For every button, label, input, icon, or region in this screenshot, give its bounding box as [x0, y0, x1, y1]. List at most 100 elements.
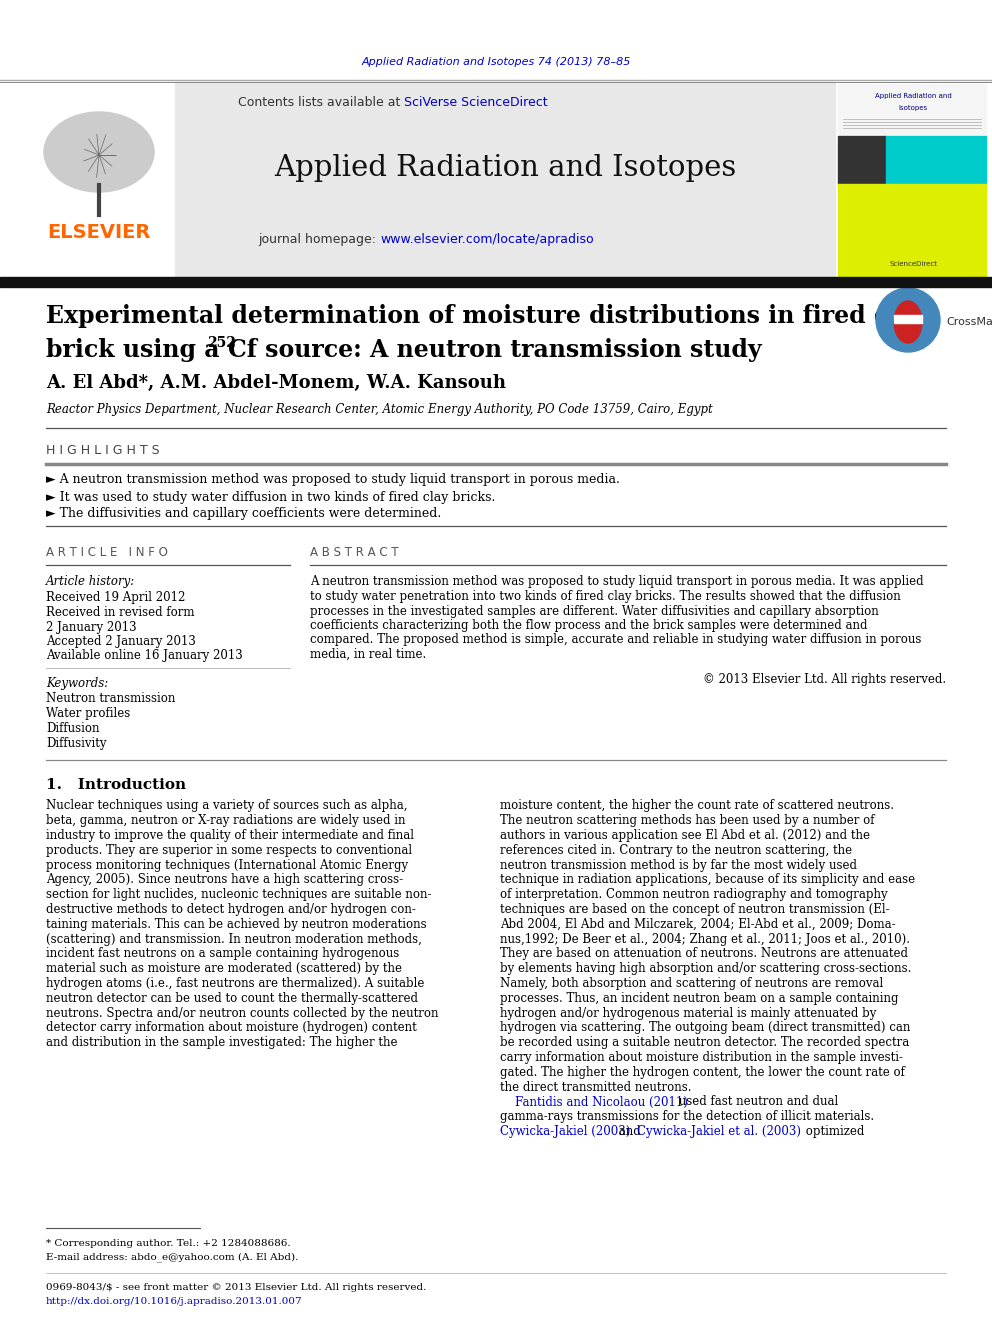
Text: process monitoring techniques (International Atomic Energy: process monitoring techniques (Internati…	[46, 859, 408, 872]
Text: material such as moisture are moderated (scattered) by the: material such as moisture are moderated …	[46, 962, 402, 975]
Text: media, in real time.: media, in real time.	[310, 648, 427, 662]
Text: hydrogen atoms (i.e., fast neutrons are thermalized). A suitable: hydrogen atoms (i.e., fast neutrons are …	[46, 978, 425, 990]
Text: (scattering) and transmission. In neutron moderation methods,: (scattering) and transmission. In neutro…	[46, 933, 422, 946]
Text: industry to improve the quality of their intermediate and final: industry to improve the quality of their…	[46, 830, 414, 843]
Text: The neutron scattering methods has been used by a number of: The neutron scattering methods has been …	[500, 814, 875, 827]
Text: SciVerse ScienceDirect: SciVerse ScienceDirect	[404, 97, 548, 110]
Text: incident fast neutrons on a sample containing hydrogenous: incident fast neutrons on a sample conta…	[46, 947, 399, 960]
Text: A R T I C L E   I N F O: A R T I C L E I N F O	[46, 545, 168, 558]
Text: Diffusivity: Diffusivity	[46, 737, 106, 750]
Text: 1.   Introduction: 1. Introduction	[46, 778, 186, 792]
Text: compared. The proposed method is simple, accurate and reliable in studying water: compared. The proposed method is simple,…	[310, 634, 922, 647]
Text: Applied Radiation and: Applied Radiation and	[875, 93, 951, 99]
Text: carry information about moisture distribution in the sample investi-: carry information about moisture distrib…	[500, 1050, 903, 1064]
Text: neutron transmission method is by far the most widely used: neutron transmission method is by far th…	[500, 859, 857, 872]
Text: Fantidis and Nicolaou (2011): Fantidis and Nicolaou (2011)	[500, 1095, 687, 1109]
Text: hydrogen via scattering. The outgoing beam (direct transmitted) can: hydrogen via scattering. The outgoing be…	[500, 1021, 911, 1035]
Text: Received in revised form: Received in revised form	[46, 606, 194, 619]
Bar	[838, 136, 886, 184]
Text: Abd 2004, El Abd and Milczarek, 2004; El-Abd et al., 2009; Doma-: Abd 2004, El Abd and Milczarek, 2004; El…	[500, 918, 896, 931]
Text: ELSEVIER: ELSEVIER	[48, 222, 151, 242]
Text: ► A neutron transmission method was proposed to study liquid transport in porous: ► A neutron transmission method was prop…	[46, 474, 620, 487]
Bar	[30, 90, 168, 220]
Bar	[894, 315, 922, 323]
Text: neutrons. Spectra and/or neutron counts collected by the neutron: neutrons. Spectra and/or neutron counts …	[46, 1007, 438, 1020]
Text: detector carry information about moisture (hydrogen) content: detector carry information about moistur…	[46, 1021, 417, 1035]
Text: Cf source: A neutron transmission study: Cf source: A neutron transmission study	[228, 337, 762, 363]
Text: Namely, both absorption and scattering of neutrons are removal: Namely, both absorption and scattering o…	[500, 978, 883, 990]
Bar	[838, 184, 986, 277]
Text: ► It was used to study water diffusion in two kinds of fired clay bricks.: ► It was used to study water diffusion i…	[46, 491, 495, 504]
Text: coefficients characterizing both the flow process and the brick samples were det: coefficients characterizing both the flo…	[310, 619, 867, 632]
Text: Applied Radiation and Isotopes 74 (2013) 78–85: Applied Radiation and Isotopes 74 (2013)…	[361, 57, 631, 67]
Bar	[175, 82, 835, 277]
Text: Experimental determination of moisture distributions in fired clay: Experimental determination of moisture d…	[46, 304, 927, 328]
Text: Water profiles: Water profiles	[46, 706, 130, 720]
Text: brick using a: brick using a	[46, 337, 228, 363]
Text: be recorded using a suitable neutron detector. The recorded spectra: be recorded using a suitable neutron det…	[500, 1036, 910, 1049]
Bar	[838, 83, 986, 277]
Text: gamma-rays transmissions for the detection of illicit materials.: gamma-rays transmissions for the detecti…	[500, 1110, 874, 1123]
Text: moisture content, the higher the count rate of scattered neutrons.: moisture content, the higher the count r…	[500, 799, 894, 812]
Ellipse shape	[44, 112, 154, 192]
Text: techniques are based on the concept of neutron transmission (El-: techniques are based on the concept of n…	[500, 904, 890, 916]
Text: Article history:: Article history:	[46, 576, 135, 589]
Text: Reactor Physics Department, Nuclear Research Center, Atomic Energy Authority, PO: Reactor Physics Department, Nuclear Rese…	[46, 404, 712, 417]
Text: and distribution in the sample investigated: The higher the: and distribution in the sample investiga…	[46, 1036, 398, 1049]
Text: neutron detector can be used to count the thermally-scattered: neutron detector can be used to count th…	[46, 992, 418, 1005]
Text: A. El Abd*, A.M. Abdel-Monem, W.A. Kansouh: A. El Abd*, A.M. Abdel-Monem, W.A. Kanso…	[46, 374, 506, 392]
Text: Accepted 2 January 2013: Accepted 2 January 2013	[46, 635, 195, 647]
Text: Contents lists available at: Contents lists available at	[238, 97, 404, 110]
Text: section for light nuclides, nucleonic techniques are suitable non-: section for light nuclides, nucleonic te…	[46, 888, 432, 901]
Text: products. They are superior in some respects to conventional: products. They are superior in some resp…	[46, 844, 412, 857]
Text: Isotopes: Isotopes	[899, 105, 928, 111]
Text: 0969-8043/$ - see front matter © 2013 Elsevier Ltd. All rights reserved.: 0969-8043/$ - see front matter © 2013 El…	[46, 1282, 427, 1291]
Text: Neutron transmission: Neutron transmission	[46, 692, 176, 705]
Text: 2 January 2013: 2 January 2013	[46, 620, 137, 634]
Text: processes. Thus, an incident neutron beam on a sample containing: processes. Thus, an incident neutron bea…	[500, 992, 899, 1005]
Text: CrossMark: CrossMark	[946, 318, 992, 327]
Text: authors in various application see El Abd et al. (2012) and the: authors in various application see El Ab…	[500, 830, 870, 843]
Text: taining materials. This can be achieved by neutron moderations: taining materials. This can be achieved …	[46, 918, 427, 931]
Text: of interpretation. Common neutron radiography and tomography: of interpretation. Common neutron radiog…	[500, 888, 888, 901]
Text: and: and	[615, 1125, 645, 1138]
Text: A neutron transmission method was proposed to study liquid transport in porous m: A neutron transmission method was propos…	[310, 576, 924, 589]
Text: processes in the investigated samples are different. Water diffusivities and cap: processes in the investigated samples ar…	[310, 605, 879, 618]
Ellipse shape	[894, 302, 922, 343]
Text: the direct transmitted neutrons.: the direct transmitted neutrons.	[500, 1081, 691, 1094]
Text: nus,1992; De Beer et al., 2004; Zhang et al., 2011; Joos et al., 2010).: nus,1992; De Beer et al., 2004; Zhang et…	[500, 933, 910, 946]
Text: Keywords:: Keywords:	[46, 676, 108, 689]
Text: ► The diffusivities and capillary coefficients were determined.: ► The diffusivities and capillary coeffi…	[46, 508, 441, 520]
Text: hydrogen and/or hydrogenous material is mainly attenuated by: hydrogen and/or hydrogenous material is …	[500, 1007, 876, 1020]
Text: Available online 16 January 2013: Available online 16 January 2013	[46, 648, 243, 662]
Text: beta, gamma, neutron or X-ray radiations are widely used in: beta, gamma, neutron or X-ray radiations…	[46, 814, 406, 827]
Text: http://dx.doi.org/10.1016/j.apradiso.2013.01.007: http://dx.doi.org/10.1016/j.apradiso.201…	[46, 1298, 303, 1307]
Bar	[886, 136, 986, 184]
Text: www.elsevier.com/locate/apradiso: www.elsevier.com/locate/apradiso	[380, 233, 593, 246]
Text: Received 19 April 2012: Received 19 April 2012	[46, 591, 186, 605]
Text: Cywicka-Jakiel (2003): Cywicka-Jakiel (2003)	[500, 1125, 630, 1138]
Text: technique in radiation applications, because of its simplicity and ease: technique in radiation applications, bec…	[500, 873, 916, 886]
Text: * Corresponding author. Tel.: +2 1284088686.: * Corresponding author. Tel.: +2 1284088…	[46, 1238, 291, 1248]
Text: Cywicka-Jakiel et al. (2003): Cywicka-Jakiel et al. (2003)	[637, 1125, 801, 1138]
Text: used fast neutron and dual: used fast neutron and dual	[675, 1095, 838, 1109]
Text: © 2013 Elsevier Ltd. All rights reserved.: © 2013 Elsevier Ltd. All rights reserved…	[703, 672, 946, 685]
Bar	[838, 83, 986, 134]
Text: optimized: optimized	[802, 1125, 864, 1138]
Text: by elements having high absorption and/or scattering cross-sections.: by elements having high absorption and/o…	[500, 962, 912, 975]
Text: Applied Radiation and Isotopes: Applied Radiation and Isotopes	[274, 153, 736, 183]
Text: Nuclear techniques using a variety of sources such as alpha,: Nuclear techniques using a variety of so…	[46, 799, 408, 812]
Text: 252: 252	[207, 336, 236, 351]
Text: gated. The higher the hydrogen content, the lower the count rate of: gated. The higher the hydrogen content, …	[500, 1066, 905, 1078]
Text: H I G H L I G H T S: H I G H L I G H T S	[46, 443, 160, 456]
Text: E-mail address: abdo_e@yahoo.com (A. El Abd).: E-mail address: abdo_e@yahoo.com (A. El …	[46, 1252, 299, 1262]
Text: Agency, 2005). Since neutrons have a high scattering cross-: Agency, 2005). Since neutrons have a hig…	[46, 873, 403, 886]
Text: They are based on attenuation of neutrons. Neutrons are attenuated: They are based on attenuation of neutron…	[500, 947, 908, 960]
Text: to study water penetration into two kinds of fired clay bricks. The results show: to study water penetration into two kind…	[310, 590, 901, 603]
Text: Diffusion: Diffusion	[46, 721, 99, 734]
Text: destructive methods to detect hydrogen and/or hydrogen con-: destructive methods to detect hydrogen a…	[46, 904, 416, 916]
Text: journal homepage:: journal homepage:	[258, 233, 380, 246]
Bar	[0, 277, 992, 287]
Text: references cited in. Contrary to the neutron scattering, the: references cited in. Contrary to the neu…	[500, 844, 852, 857]
Text: A B S T R A C T: A B S T R A C T	[310, 545, 399, 558]
